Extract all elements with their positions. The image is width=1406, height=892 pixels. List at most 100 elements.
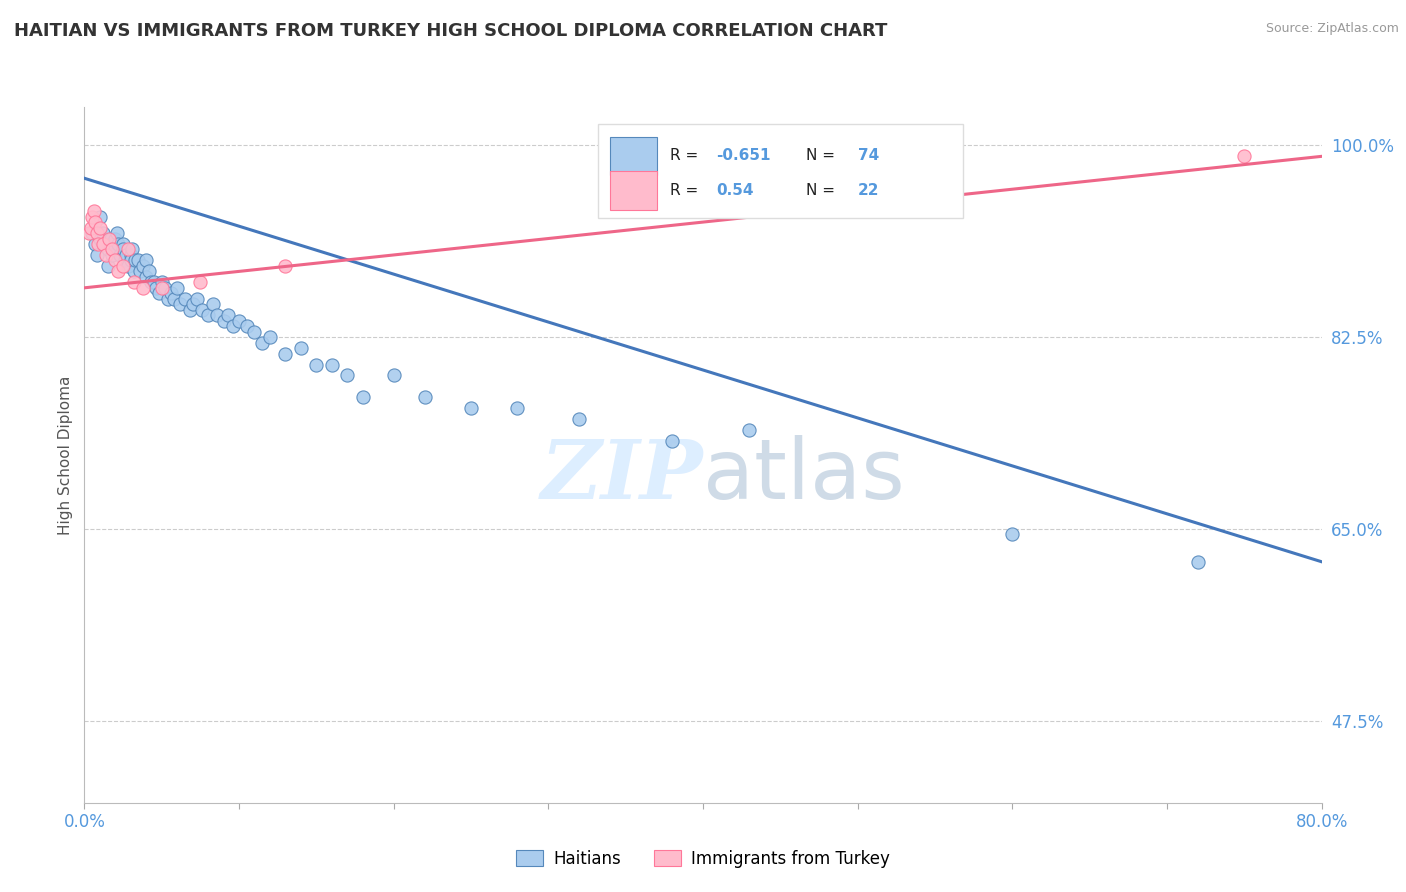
Point [97,243,120,257]
Point [112,259,135,273]
Point [738,423,761,437]
Point [84,215,107,229]
Point [148,286,170,301]
Point [84,237,107,252]
Point [104,253,127,268]
Text: N =: N = [806,148,839,163]
Text: R =: R = [669,183,703,198]
Point [124,253,146,268]
Point [89,220,111,235]
Point [138,264,160,278]
Point [305,358,328,372]
Point [201,297,224,311]
Point [661,434,683,449]
Point [79,220,101,235]
Point [413,391,436,405]
Point [174,292,197,306]
Point [321,358,343,372]
Point [93,237,115,252]
Point [132,281,155,295]
Point [143,276,166,290]
Point [259,330,281,344]
Point [94,248,117,262]
Point [290,341,312,355]
Point [117,259,139,273]
Point [460,401,482,416]
Point [132,259,155,273]
Point [212,314,235,328]
Point [1001,527,1024,541]
Point [191,302,214,317]
Text: -0.651: -0.651 [717,148,770,163]
Point [336,368,359,383]
Point [89,210,111,224]
Point [117,243,139,257]
Point [153,281,176,295]
Point [135,269,157,284]
Point [101,243,124,257]
Point [77,226,100,240]
Point [139,276,162,290]
Point [243,325,266,339]
Point [104,243,127,257]
Point [166,281,188,295]
Point [252,335,274,350]
Point [83,204,105,219]
Point [169,297,191,311]
Point [104,231,127,245]
Point [274,259,297,273]
Point [107,237,129,252]
Point [382,368,405,383]
Point [150,281,173,295]
Point [156,292,179,306]
Point [179,302,201,317]
Point [120,253,142,268]
Point [122,276,145,290]
Point [98,231,121,245]
Point [82,210,104,224]
Bar [610,171,657,210]
Point [86,248,108,262]
Text: HAITIAN VS IMMIGRANTS FROM TURKEY HIGH SCHOOL DIPLOMA CORRELATION CHART: HAITIAN VS IMMIGRANTS FROM TURKEY HIGH S… [14,22,887,40]
Text: 74: 74 [858,148,879,163]
Point [274,346,297,360]
Point [352,391,374,405]
Text: Source: ZipAtlas.com: Source: ZipAtlas.com [1265,22,1399,36]
Point [105,226,128,240]
Legend: Haitians, Immigrants from Turkey: Haitians, Immigrants from Turkey [510,844,896,875]
Point [160,286,183,301]
Point [120,248,142,262]
Point [100,231,122,245]
Point [86,226,108,240]
Point [197,308,219,322]
Text: 22: 22 [858,183,879,198]
Point [97,259,120,273]
Text: ZIP: ZIP [540,436,703,516]
Point [181,297,204,311]
Point [87,237,110,252]
Point [217,308,239,322]
Point [122,264,145,278]
Point [128,253,150,268]
Point [186,292,208,306]
Point [114,253,136,268]
Point [107,264,129,278]
Point [91,237,114,252]
Bar [610,136,657,175]
Point [129,264,152,278]
Text: 0.54: 0.54 [717,183,754,198]
Point [1233,149,1256,163]
Point [135,253,157,268]
Point [121,243,143,257]
Text: R =: R = [669,148,703,163]
Point [101,248,124,262]
Point [568,412,591,426]
Point [222,319,245,334]
FancyBboxPatch shape [598,124,963,219]
Point [228,314,250,328]
Point [236,319,259,334]
Point [108,248,131,262]
Y-axis label: High School Diploma: High School Diploma [58,376,73,534]
Point [163,292,186,306]
Point [1187,555,1209,569]
